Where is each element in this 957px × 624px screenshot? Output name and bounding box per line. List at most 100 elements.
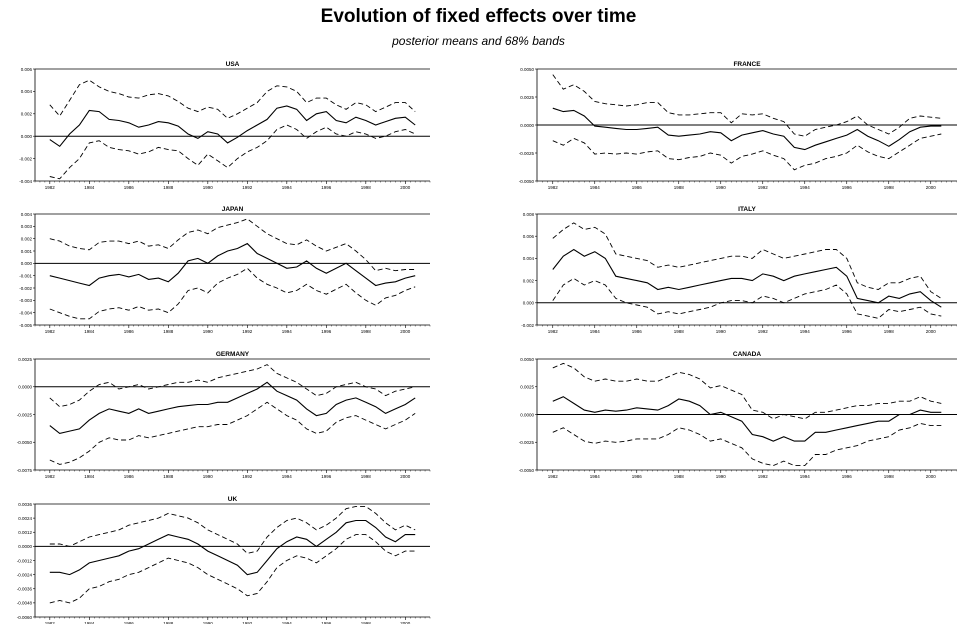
- x-tick-label-canada: 1994: [800, 474, 811, 479]
- lower-band-line-france: [552, 133, 942, 171]
- y-tick-label-uk: -0.0024: [17, 572, 33, 577]
- x-tick-label-usa: 1986: [124, 185, 135, 190]
- y-tick-label-germany: 0.0000: [18, 385, 32, 390]
- x-tick-label-italy: 2000: [926, 329, 937, 334]
- y-tick-label-usa: 0.004: [21, 89, 33, 94]
- x-tick-label-germany: 1994: [282, 474, 293, 479]
- x-tick-label-japan: 1986: [124, 329, 135, 334]
- y-tick-label-uk: -0.0048: [17, 601, 33, 606]
- x-tick-label-france: 2000: [926, 185, 937, 190]
- x-tick-label-italy: 1986: [632, 329, 643, 334]
- x-tick-label-italy: 1996: [842, 329, 853, 334]
- posterior-mean-line-usa: [49, 105, 416, 148]
- y-tick-label-france: -0.0025: [519, 151, 535, 156]
- lower-band-line-germany: [49, 401, 416, 465]
- posterior-mean-line-uk: [49, 519, 416, 576]
- y-tick-label-usa: 0.006: [21, 67, 33, 72]
- y-tick-label-uk: -0.0036: [17, 587, 33, 592]
- x-tick-label-canada: 1998: [884, 474, 895, 479]
- y-tick-label-japan: -0.002: [19, 286, 32, 291]
- x-tick-label-usa: 1984: [84, 185, 95, 190]
- x-tick-label-germany: 1982: [45, 474, 56, 479]
- y-tick-label-japan: 0.002: [21, 236, 33, 241]
- lower-band-line-usa: [49, 124, 416, 180]
- upper-band-line-usa: [49, 79, 416, 119]
- y-tick-label-uk: 0.0024: [18, 516, 32, 521]
- y-tick-label-france: -0.0050: [519, 179, 535, 184]
- y-tick-label-canada: -0.0025: [519, 440, 535, 445]
- y-tick-label-uk: -0.0012: [17, 558, 33, 563]
- x-tick-label-japan: 2000: [400, 329, 411, 334]
- x-tick-label-canada: 1992: [758, 474, 769, 479]
- x-tick-label-uk: 1988: [163, 621, 174, 624]
- upper-band-line-italy: [552, 222, 942, 299]
- y-tick-label-italy: 0.008: [523, 212, 535, 217]
- y-tick-label-japan: -0.004: [19, 310, 32, 315]
- x-tick-label-japan: 1988: [163, 329, 174, 334]
- x-tick-label-usa: 1992: [242, 185, 253, 190]
- upper-band-line-canada: [552, 362, 942, 420]
- x-tick-label-france: 1988: [674, 185, 685, 190]
- x-tick-label-germany: 1986: [124, 474, 135, 479]
- y-tick-label-germany: -0.0050: [17, 440, 33, 445]
- y-tick-label-uk: 0.0000: [18, 544, 32, 549]
- figure-title: Evolution of fixed effects over time: [320, 6, 637, 27]
- x-tick-label-italy: 1992: [758, 329, 769, 334]
- x-tick-label-japan: 1998: [361, 329, 372, 334]
- figure-subtitle: posterior means and 68% bands: [392, 34, 565, 48]
- y-tick-label-germany: 0.0025: [18, 357, 32, 362]
- x-tick-label-japan: 1996: [321, 329, 332, 334]
- x-tick-label-japan: 1994: [282, 329, 293, 334]
- x-tick-label-usa: 1982: [45, 185, 56, 190]
- y-tick-label-usa: -0.004: [19, 179, 32, 184]
- y-tick-label-germany: -0.0025: [17, 412, 33, 417]
- x-tick-label-uk: 1996: [321, 621, 332, 624]
- upper-band-line-uk: [49, 505, 416, 554]
- panel-title-usa: USA: [226, 61, 240, 68]
- x-tick-label-italy: 1990: [716, 329, 727, 334]
- x-tick-label-france: 1992: [758, 185, 769, 190]
- x-tick-label-germany: 1992: [242, 474, 253, 479]
- x-tick-label-canada: 1996: [842, 474, 853, 479]
- x-tick-label-usa: 1996: [321, 185, 332, 190]
- y-tick-label-italy: 0.006: [523, 234, 535, 239]
- x-tick-label-germany: 1998: [361, 474, 372, 479]
- posterior-mean-line-italy: [552, 248, 942, 308]
- posterior-mean-line-canada: [552, 396, 942, 442]
- x-tick-label-italy: 1984: [590, 329, 601, 334]
- x-tick-label-uk: 1986: [124, 621, 135, 624]
- y-tick-label-italy: 0.004: [523, 256, 535, 261]
- x-tick-label-uk: 1984: [84, 621, 95, 624]
- y-tick-label-japan: 0.004: [21, 212, 33, 217]
- x-tick-label-canada: 1982: [548, 474, 559, 479]
- y-tick-label-japan: 0.001: [21, 249, 33, 254]
- x-tick-label-germany: 1990: [203, 474, 214, 479]
- x-tick-label-usa: 2000: [400, 185, 411, 190]
- y-tick-label-canada: 0.0000: [520, 412, 534, 417]
- x-tick-label-uk: 1982: [45, 621, 56, 624]
- y-tick-label-japan: 0.000: [21, 261, 33, 266]
- panel-title-france: FRANCE: [733, 61, 761, 68]
- y-tick-label-italy: -0.002: [521, 323, 534, 328]
- y-tick-label-japan: 0.003: [21, 224, 33, 229]
- x-tick-label-uk: 1994: [282, 621, 293, 624]
- x-tick-label-france: 1990: [716, 185, 727, 190]
- y-tick-label-france: 0.0025: [520, 95, 534, 100]
- x-tick-label-japan: 1982: [45, 329, 56, 334]
- x-tick-label-italy: 1994: [800, 329, 811, 334]
- x-tick-label-italy: 1988: [674, 329, 685, 334]
- x-tick-label-japan: 1992: [242, 329, 253, 334]
- x-tick-label-italy: 1982: [548, 329, 559, 334]
- x-tick-label-usa: 1998: [361, 185, 372, 190]
- x-tick-label-italy: 1998: [884, 329, 895, 334]
- y-tick-label-canada: -0.0050: [519, 468, 535, 473]
- y-tick-label-france: 0.0050: [520, 67, 534, 72]
- panel-title-japan: JAPAN: [222, 206, 244, 213]
- x-tick-label-canada: 1986: [632, 474, 643, 479]
- y-tick-label-uk: 0.0036: [18, 502, 32, 507]
- panel-title-uk: UK: [228, 496, 238, 503]
- x-tick-label-uk: 2000: [400, 621, 411, 624]
- x-tick-label-canada: 1990: [716, 474, 727, 479]
- y-tick-label-italy: 0.002: [523, 278, 535, 283]
- x-tick-label-germany: 1996: [321, 474, 332, 479]
